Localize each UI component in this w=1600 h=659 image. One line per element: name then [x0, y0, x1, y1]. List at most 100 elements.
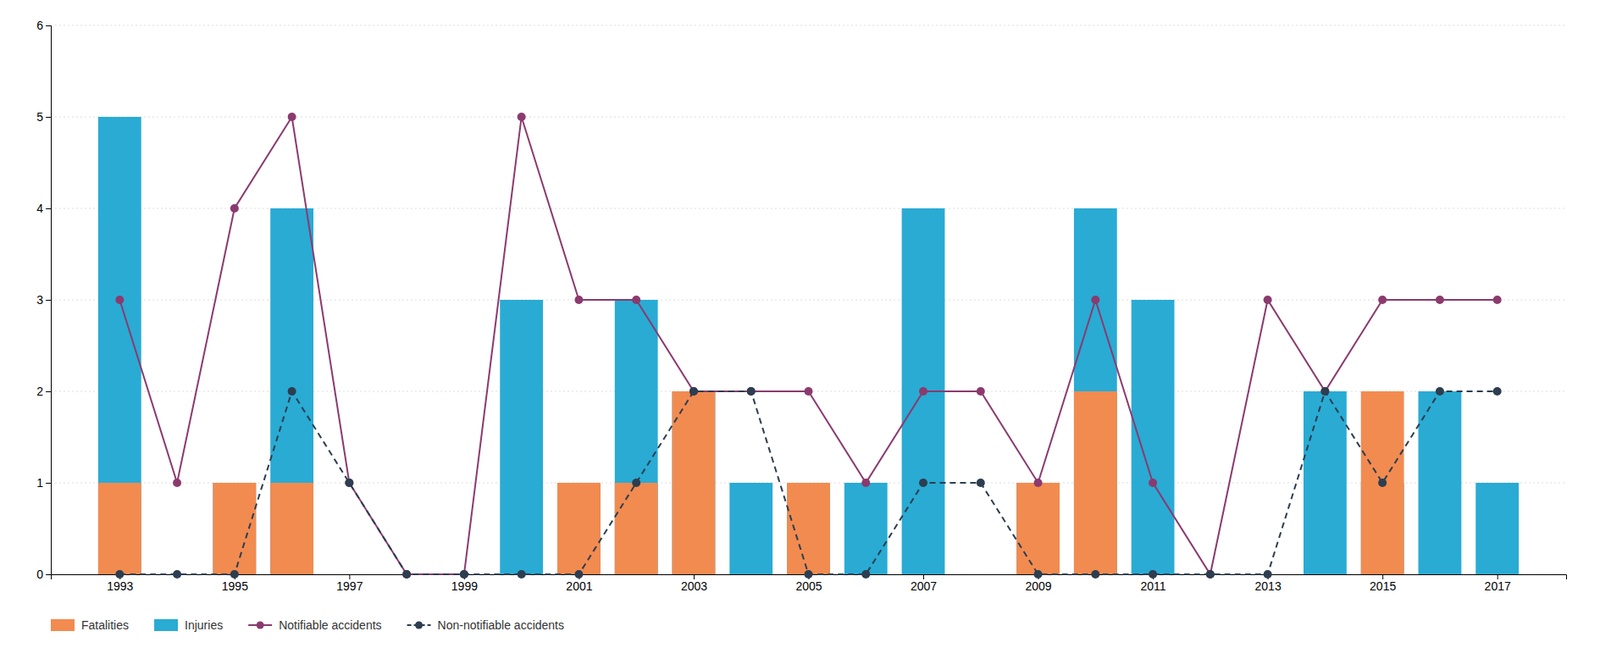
bar-series [98, 116, 1519, 575]
tick-mark [45, 25, 51, 27]
bar [1074, 391, 1118, 575]
point [287, 387, 297, 396]
point [1034, 478, 1043, 488]
bar-series [98, 391, 1405, 575]
legend-marker [256, 621, 265, 630]
tick: 1997 [336, 574, 363, 593]
bar [902, 574, 946, 576]
tick: 6 [36, 18, 51, 33]
legend-marker [415, 621, 423, 630]
tick-label: 2017 [1484, 579, 1512, 593]
point [1435, 387, 1445, 396]
tick: 2015 [1369, 574, 1396, 593]
bar [614, 299, 659, 575]
bar [1303, 391, 1347, 575]
tick-label: 1999 [451, 579, 478, 593]
y-axis: 0 1 2 3 4 5 6 [36, 18, 51, 582]
point [861, 570, 870, 579]
tick-mark [45, 574, 51, 576]
point [861, 478, 870, 488]
point [1148, 570, 1158, 579]
tick-mark [45, 116, 51, 118]
bar [1475, 482, 1519, 575]
legend-label: Injuries [184, 618, 223, 632]
legend-item: Fatalities [50, 618, 129, 632]
bar [1418, 574, 1462, 576]
tick-mark [45, 482, 51, 484]
tick-label: 4 [36, 201, 44, 216]
tick-label: 1995 [221, 579, 249, 593]
bar [729, 482, 773, 575]
marks [98, 112, 1519, 579]
tick-label: 2001 [565, 579, 593, 593]
point [804, 570, 814, 579]
tick: 2 [36, 384, 51, 399]
tick: 0 [36, 567, 51, 582]
line [119, 391, 1497, 575]
bar [1418, 391, 1462, 575]
point [1378, 478, 1387, 488]
point [230, 570, 239, 579]
tick-label: 2009 [1024, 579, 1052, 593]
point [287, 112, 297, 122]
point [230, 204, 239, 213]
line [119, 116, 1497, 575]
axis-line [45, 26, 52, 576]
bar [557, 482, 601, 575]
bar [1361, 391, 1405, 575]
legend-label: Notifiable accidents [278, 618, 382, 632]
tick: 2017 [1484, 574, 1512, 593]
point [517, 112, 526, 122]
point [919, 478, 928, 488]
legend-item: Non-notifiable accidents [407, 618, 565, 632]
point [172, 570, 182, 579]
point [1263, 570, 1273, 579]
tick-label: 2015 [1369, 579, 1396, 593]
legend-swatch [50, 619, 75, 632]
tick: 5 [36, 110, 51, 124]
tick-label: 1993 [106, 579, 133, 593]
plot: 1993199519971999200120032005200720092011… [36, 18, 1567, 593]
point [1206, 570, 1215, 579]
tick-label: 1 [36, 476, 44, 490]
point [631, 478, 641, 488]
point [1263, 295, 1273, 305]
bar [958, 574, 1003, 576]
legend: Fatalities Injuries Notifiable accidents No… [50, 618, 565, 632]
bar [1016, 482, 1060, 575]
tick-label: 6 [36, 18, 44, 33]
point [919, 387, 928, 396]
point [1493, 387, 1502, 396]
tick: 2007 [910, 574, 937, 593]
tick-label: 2003 [680, 579, 708, 593]
tick: 4 [36, 201, 51, 216]
point [459, 570, 469, 579]
tick-label: 0 [36, 567, 44, 582]
point [115, 295, 124, 305]
bar [958, 574, 1003, 576]
point [1435, 295, 1445, 305]
point [172, 478, 182, 488]
point [747, 387, 756, 396]
bar [672, 391, 716, 575]
tick: 1 [36, 476, 51, 490]
line-series [115, 387, 1501, 579]
tick: 3 [36, 293, 51, 307]
tick-mark [45, 299, 51, 301]
point [459, 570, 469, 579]
tick-label: 3 [36, 293, 44, 307]
point [976, 387, 986, 396]
bar [614, 482, 659, 575]
point [574, 295, 583, 305]
point [1148, 478, 1158, 488]
line-series [115, 112, 1501, 579]
point [517, 570, 526, 579]
point [1320, 387, 1329, 396]
point [689, 387, 698, 396]
bar [270, 482, 314, 575]
bar [327, 574, 371, 576]
point [402, 570, 411, 579]
point [115, 570, 124, 579]
point [689, 387, 698, 396]
legend-item: Notifiable accidents [248, 618, 382, 632]
